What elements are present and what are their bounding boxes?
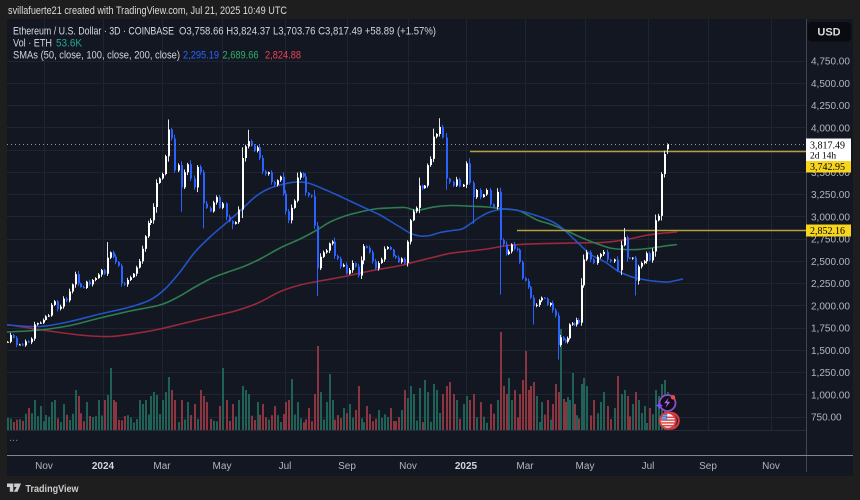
svg-text:Jul: Jul: [642, 461, 655, 472]
svg-text:2,250.00: 2,250.00: [811, 279, 850, 290]
svg-text:O3,758.66 H3,824.37 L3,703.76: O3,758.66 H3,824.37 L3,703.76 C3,817.49 …: [179, 26, 436, 38]
svg-text:SMAs (50, close, 100, close, 2: SMAs (50, close, 100, close, 200, close): [13, 50, 180, 62]
svg-text:2024: 2024: [92, 461, 115, 472]
svg-text:1,750.00: 1,750.00: [811, 324, 850, 335]
svg-text:Sep: Sep: [338, 461, 356, 472]
svg-text:TradingView: TradingView: [26, 483, 80, 495]
svg-text:4,750.00: 4,750.00: [811, 57, 850, 68]
svg-text:Sep: Sep: [699, 461, 717, 472]
svg-text:4,250.00: 4,250.00: [811, 101, 850, 112]
svg-text:...: ...: [9, 432, 18, 444]
svg-text:Mar: Mar: [153, 461, 171, 472]
svg-text:Ethereum / U.S. Dollar · 3D ·: Ethereum / U.S. Dollar · 3D · COINBASE: [13, 26, 174, 38]
svg-text:Mar: Mar: [516, 461, 534, 472]
svg-text:Nov: Nov: [399, 461, 417, 472]
svg-text:2025: 2025: [455, 461, 478, 472]
svg-text:2,295.19: 2,295.19: [183, 50, 219, 62]
svg-text:Jul: Jul: [279, 461, 292, 472]
svg-text:3,817.49: 3,817.49: [810, 141, 845, 152]
svg-text:2d 14h: 2d 14h: [810, 152, 836, 162]
svg-text:1,250.00: 1,250.00: [811, 368, 850, 379]
svg-text:3,000.00: 3,000.00: [811, 212, 850, 223]
svg-text:2,500.00: 2,500.00: [811, 257, 850, 268]
svg-text:Nov: Nov: [35, 461, 53, 472]
svg-text:Vol · ETH: Vol · ETH: [13, 38, 52, 50]
svg-text:3,742.95: 3,742.95: [810, 162, 845, 173]
svg-text:USD: USD: [817, 27, 840, 39]
svg-text:May: May: [576, 461, 595, 472]
svg-text:3,500.00: 3,500.00: [811, 168, 850, 179]
svg-text:May: May: [213, 461, 232, 472]
svg-text:Nov: Nov: [762, 461, 780, 472]
svg-text:3,250.00: 3,250.00: [811, 190, 850, 201]
svg-text:4,500.00: 4,500.00: [811, 79, 850, 90]
svg-text:2,750.00: 2,750.00: [811, 235, 850, 246]
svg-text:1,500.00: 1,500.00: [811, 346, 850, 357]
svg-text:2,000.00: 2,000.00: [811, 301, 850, 312]
svg-text:53.6K: 53.6K: [56, 38, 83, 50]
svg-text:2,824.88: 2,824.88: [265, 50, 301, 62]
svg-text:1,000.00: 1,000.00: [811, 390, 850, 401]
svg-text:2,689.66: 2,689.66: [223, 50, 259, 62]
svg-text:2,852.16: 2,852.16: [810, 226, 845, 237]
svg-text:4,000.00: 4,000.00: [811, 123, 850, 134]
svg-text:svillafuerte21 created with Tr: svillafuerte21 created with TradingView.…: [8, 5, 287, 17]
svg-text:750.00: 750.00: [811, 413, 842, 424]
